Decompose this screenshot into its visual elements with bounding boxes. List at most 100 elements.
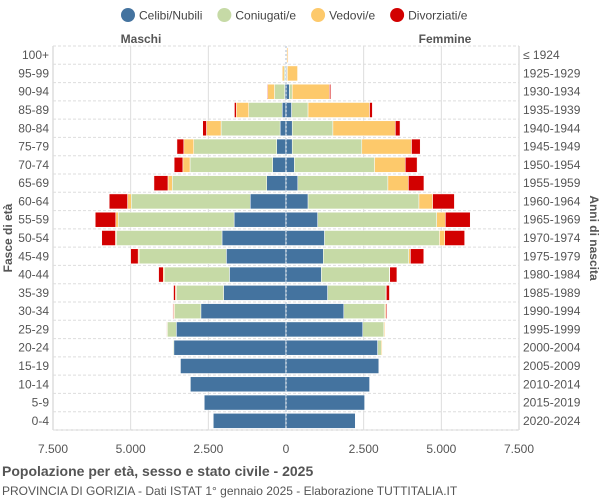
bar-female-coniugati-e [291,102,309,118]
left-label: Maschi [121,32,162,46]
bar-female-coniugati-e [317,211,437,228]
right-label: Femmine [419,32,472,46]
bar-female-celibi-nubili [285,376,370,393]
legend-marker [311,8,326,22]
birth-year-label: 1985-1989 [523,286,581,300]
bar-female-divorziati-e [445,211,471,228]
bar-female-divorziati-e [408,175,425,191]
bar-male-celibi-nubili [276,138,287,155]
bar-male-divorziati-e [153,175,169,191]
bar-male-divorziati-e [234,102,237,118]
x-tick-label: 7.500 [504,442,534,456]
bar-male-coniugati-e [174,303,202,319]
bar-female-vedovi-e [387,175,409,191]
bar-male-celibi-nubili [233,211,287,228]
bar-female-vedovi-e [291,83,330,100]
bar-male-celibi-nubili [180,358,287,374]
bar-female-vedovi-e [418,193,433,210]
bar-female-coniugati-e [323,248,409,265]
bar-male-celibi-nubili [250,193,287,210]
birth-year-label: 1975-1979 [523,249,581,263]
bar-female-vedovi-e [408,248,411,265]
bar-male-divorziati-e [202,120,207,137]
bar-male-celibi-nubili [272,157,287,173]
bar-female-vedovi-e [287,65,298,82]
age-group-label: 50-54 [18,231,49,245]
bar-male-coniugati-e [172,175,267,191]
bar-female-celibi-nubili [285,339,378,356]
legend-marker [390,8,405,22]
bar-male-divorziati-e [173,157,184,173]
x-tick-label: 0 [283,442,290,456]
bar-female-celibi-nubili [285,230,325,246]
bar-female-divorziati-e [389,266,398,283]
bar-female-vedovi-e [307,102,370,118]
population-pyramid: Celibi/Nubili Coniugati/e Vedovi/e Divorzia… [1,8,600,456]
bar-male-divorziati-e [130,248,139,265]
bar-female-vedovi-e [436,211,446,228]
birth-year-label: 2005-2009 [523,359,581,373]
age-group-label: 10-14 [18,377,49,391]
bar-female-coniugati-e [297,175,389,191]
age-group-label: 0-4 [32,414,50,428]
bar-female-divorziati-e [411,138,421,155]
age-group-label: 30-34 [18,304,49,318]
bar-female-celibi-nubili [285,157,295,173]
bar-male-celibi-nubili [229,266,287,283]
bar-male-divorziati-e [158,266,164,283]
bar-female-coniugati-e [343,303,386,319]
bar-female-divorziati-e [432,193,455,210]
bar-female-celibi-nubili [285,303,345,319]
age-group-label: 35-39 [18,286,49,300]
bar-male-divorziati-e [95,211,117,228]
bar-male-coniugati-e [138,248,227,265]
bar-female-vedovi-e [332,120,396,137]
bar-female-coniugati-e [307,193,420,210]
bar-female-vedovi-e [381,339,383,356]
bar-female-divorziati-e [444,230,465,246]
bar-female-coniugati-e [377,339,382,356]
y-axis-label: Fasce di età [1,203,15,272]
birth-year-label: ≤ 1924 [523,48,560,62]
bar-female-coniugati-e [324,230,440,246]
age-group-label: 100+ [22,48,49,62]
bar-male-coniugati-e [274,83,286,100]
age-group-label: 80-84 [18,121,49,135]
bar-male-celibi-nubili [200,303,287,319]
bar-female-divorziati-e [385,303,387,319]
age-group-label: 65-69 [18,176,49,190]
bar-female-celibi-nubili [285,413,356,429]
bar-male-vedovi-e [167,175,173,191]
bar-male-celibi-nubili [279,120,287,137]
birth-year-label: 2020-2024 [523,414,581,428]
bar-male-celibi-nubili [226,248,287,265]
birth-year-label: 1950-1954 [523,158,581,172]
bar-male-divorziati-e [101,230,116,246]
age-group-label: 70-74 [18,158,49,172]
age-group-label: 90-94 [18,85,49,99]
bar-male-celibi-nubili [190,376,287,393]
birth-year-label: 2010-2014 [523,377,581,391]
birth-year-label: 1940-1944 [523,121,581,135]
bar-male-vedovi-e [127,193,132,210]
bar-female-celibi-nubili [285,193,309,210]
age-group-label: 20-24 [18,341,49,355]
bar-female-celibi-nubili [285,138,293,155]
birth-year-label: 1995-1999 [523,322,581,336]
bar-male-vedovi-e [206,120,222,137]
legend-label: Celibi/Nubili [139,9,202,23]
age-group-label: 40-44 [18,268,49,282]
chart-title: Popolazione per età, sesso e stato civil… [2,463,314,479]
birth-year-label: 1990-1994 [523,304,581,318]
legend-marker [217,8,232,22]
legend-marker [121,8,135,22]
bar-female-divorziati-e [405,157,418,173]
bar-male-celibi-nubili [204,394,287,411]
bar-male-celibi-nubili [176,321,287,338]
bar-female-coniugati-e [294,157,375,173]
bar-female-vedovi-e [374,157,406,173]
bar-male-vedovi-e [115,211,119,228]
bar-male-divorziati-e [172,303,174,319]
age-group-label: 85-89 [18,103,49,117]
